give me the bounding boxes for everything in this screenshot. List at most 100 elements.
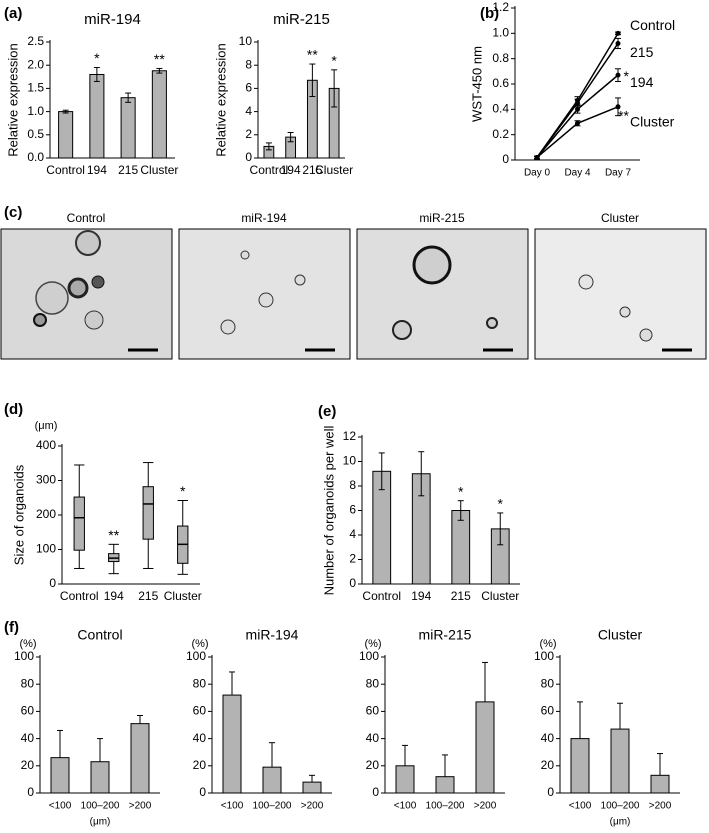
bar	[610, 728, 630, 794]
y-tick-label: 2	[349, 552, 356, 566]
y-tick-label: 300	[36, 473, 56, 487]
annotation: *	[458, 483, 464, 499]
y-tick-label: 0	[547, 785, 554, 799]
organoid	[75, 230, 101, 256]
y-tick-label: 100	[186, 649, 206, 663]
y-tick-label: 2	[245, 127, 252, 141]
y-tick-label: 10	[239, 34, 253, 48]
bar	[89, 73, 105, 159]
line	[536, 106, 619, 159]
y-tick-label: 6	[245, 81, 252, 95]
panel-label: (a)	[4, 5, 22, 22]
x-tick-label: 100–200	[426, 801, 465, 812]
bar	[262, 766, 282, 794]
x-tick-label: Day 7	[605, 168, 632, 179]
y-axis-label: Number of organoids per well	[321, 425, 336, 595]
bar	[151, 70, 167, 159]
x-tick-label: 215	[118, 163, 138, 177]
image-title: Cluster	[601, 211, 639, 225]
y-tick-label: 80	[193, 676, 207, 690]
x-tick-label: 194	[411, 589, 431, 603]
y-axis-label: Size of organoids	[11, 464, 26, 565]
y-tick-label: 8	[245, 57, 252, 71]
bar	[58, 111, 74, 159]
bar	[395, 765, 415, 794]
panel-label: (d)	[4, 401, 23, 418]
micrographs: Control miR-194 miR-215 Cluster	[0, 211, 707, 360]
chart-title: miR-215	[419, 627, 472, 643]
chart-title: miR-215	[273, 11, 330, 28]
series-label: 194	[630, 74, 654, 90]
organoid	[35, 281, 69, 315]
x-tick-label: <100	[569, 801, 592, 812]
x-tick-label: 215	[138, 589, 158, 603]
image-title: Control	[67, 211, 106, 225]
y-axis-unit: (%)	[364, 638, 381, 650]
y-tick-label: 12	[343, 429, 357, 443]
y-tick-label: 200	[36, 507, 56, 521]
y-tick-label: 6	[349, 503, 356, 517]
annotation: *	[498, 496, 504, 512]
x-tick-label: Cluster	[140, 163, 178, 177]
y-tick-label: 0.2	[492, 127, 509, 141]
x-tick-label: Day 0	[524, 168, 551, 179]
annotation: **	[307, 47, 318, 63]
series-label: Cluster	[630, 114, 675, 130]
series-label: Control	[630, 17, 675, 33]
x-tick-label: Cluster	[164, 589, 202, 603]
y-tick-label: 0.0	[27, 150, 44, 164]
annotation: **	[108, 527, 119, 543]
annotation: *	[331, 53, 337, 69]
organoid	[578, 274, 594, 290]
x-tick-label: 100–200	[601, 801, 640, 812]
y-axis-label: Relative expression	[213, 43, 228, 156]
x-tick-label: Control	[46, 163, 85, 177]
chart-title: Cluster	[598, 627, 643, 643]
bar	[50, 757, 70, 794]
image-title: miR-215	[419, 211, 465, 225]
x-tick-label: 100–200	[81, 801, 120, 812]
panel-label: (f)	[4, 619, 19, 636]
organoid	[639, 328, 653, 342]
y-tick-label: 100	[14, 649, 34, 663]
y-tick-label: 20	[366, 758, 380, 772]
annotation: **	[618, 108, 629, 124]
y-tick-label: 100	[534, 649, 554, 663]
y-axis-label: Relative expression	[5, 43, 20, 156]
box	[142, 486, 154, 540]
y-tick-label: 20	[541, 758, 555, 772]
bar	[302, 781, 322, 794]
y-tick-label: 0	[245, 150, 252, 164]
image-title: miR-194	[241, 211, 287, 225]
y-tick-label: 0.5	[27, 127, 44, 141]
y-axis-label: WST-450 nm	[469, 46, 484, 122]
y-tick-label: 60	[541, 704, 555, 718]
y-tick-label: 0	[372, 785, 379, 799]
y-tick-label: 60	[366, 704, 380, 718]
organoid	[67, 277, 89, 299]
bar	[130, 723, 150, 794]
x-tick-label: >200	[474, 801, 497, 812]
organoid	[619, 306, 631, 318]
y-tick-label: 10	[343, 454, 357, 468]
y-tick-label: 1.0	[27, 104, 44, 118]
bar	[90, 761, 110, 794]
organoid	[84, 310, 104, 330]
y-axis-unit: (%)	[539, 638, 556, 650]
chart-title: Control	[77, 627, 122, 643]
y-tick-label: 0.4	[492, 102, 509, 116]
y-tick-label: 0	[502, 152, 509, 166]
y-axis-unit: (μm)	[35, 420, 58, 432]
y-tick-label: 20	[193, 758, 207, 772]
organoid	[486, 317, 498, 329]
panel-label: (b)	[480, 5, 499, 22]
x-tick-label: Cluster	[315, 163, 353, 177]
x-tick-label: Control	[60, 589, 99, 603]
x-tick-label: Control	[362, 589, 401, 603]
y-tick-label: 1.0	[492, 26, 509, 40]
y-tick-label: 1.5	[27, 81, 44, 95]
y-tick-label: 400	[36, 438, 56, 452]
box	[73, 496, 85, 551]
annotation: *	[624, 68, 630, 84]
bar	[650, 774, 670, 794]
